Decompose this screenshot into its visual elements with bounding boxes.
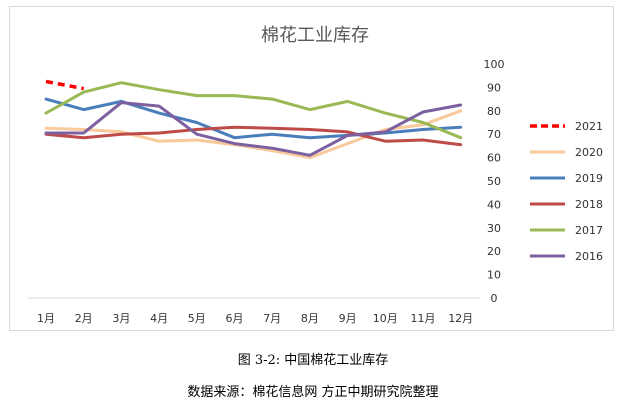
y-tick-label: 80 — [487, 105, 501, 118]
y-tick-label: 50 — [487, 175, 501, 188]
y-tick-label: 20 — [487, 245, 501, 258]
y-tick-label: 90 — [487, 81, 501, 94]
x-tick-label: 11月 — [411, 312, 436, 325]
series-line-2017 — [44, 81, 463, 140]
legend-label-2018: 2018 — [575, 198, 603, 211]
x-tick-label: 7月 — [263, 312, 281, 325]
legend-label-2017: 2017 — [575, 224, 603, 237]
series-line-2021 — [45, 79, 85, 91]
y-tick-label: 70 — [487, 128, 501, 141]
y-tick-label: 40 — [487, 198, 501, 211]
y-tick-label: 10 — [487, 269, 501, 282]
figure-caption: 图 3-2: 中国棉花工业库存 — [237, 353, 389, 368]
x-tick-label: 3月 — [112, 312, 130, 325]
chart-title: 棉花工业库存 — [261, 25, 369, 46]
y-tick-label: 60 — [487, 152, 501, 165]
x-tick-label: 4月 — [150, 312, 168, 325]
legend-label-2020: 2020 — [575, 146, 603, 159]
x-tick-label: 2月 — [75, 312, 93, 325]
chart-frame: 棉花工业库存 1月 2月 3月 4月 5月 6月 7月 8月 9月 10月 11月 12月 0 10 20 30… — [9, 6, 614, 331]
source-caption: 数据来源：棉花信息网 方正中期研究院整理 — [187, 385, 439, 400]
y-tick-label: 0 — [491, 292, 498, 305]
y-tick-label: 100 — [484, 58, 505, 71]
x-tick-label: 6月 — [226, 312, 244, 325]
series-line-2019 — [44, 97, 463, 140]
y-tick-label: 30 — [487, 222, 501, 235]
legend-label-2019: 2019 — [575, 172, 603, 185]
x-tick-label: 5月 — [188, 312, 206, 325]
x-tick-label: 12月 — [448, 312, 473, 325]
x-tick-label: 1月 — [37, 312, 55, 325]
legend-label-2021: 2021 — [575, 120, 603, 133]
series-line-2018 — [44, 125, 463, 147]
series-line-2016 — [44, 101, 463, 157]
x-tick-label: 8月 — [301, 312, 319, 325]
chart-svg: 棉花工业库存 1月 2月 3月 4月 5月 6月 7月 8月 9月 10月 11月 12月 0 10 20 30… — [28, 25, 603, 325]
legend-label-2016: 2016 — [575, 250, 603, 263]
x-tick-label: 9月 — [339, 312, 357, 325]
x-tick-label: 10月 — [373, 312, 398, 325]
